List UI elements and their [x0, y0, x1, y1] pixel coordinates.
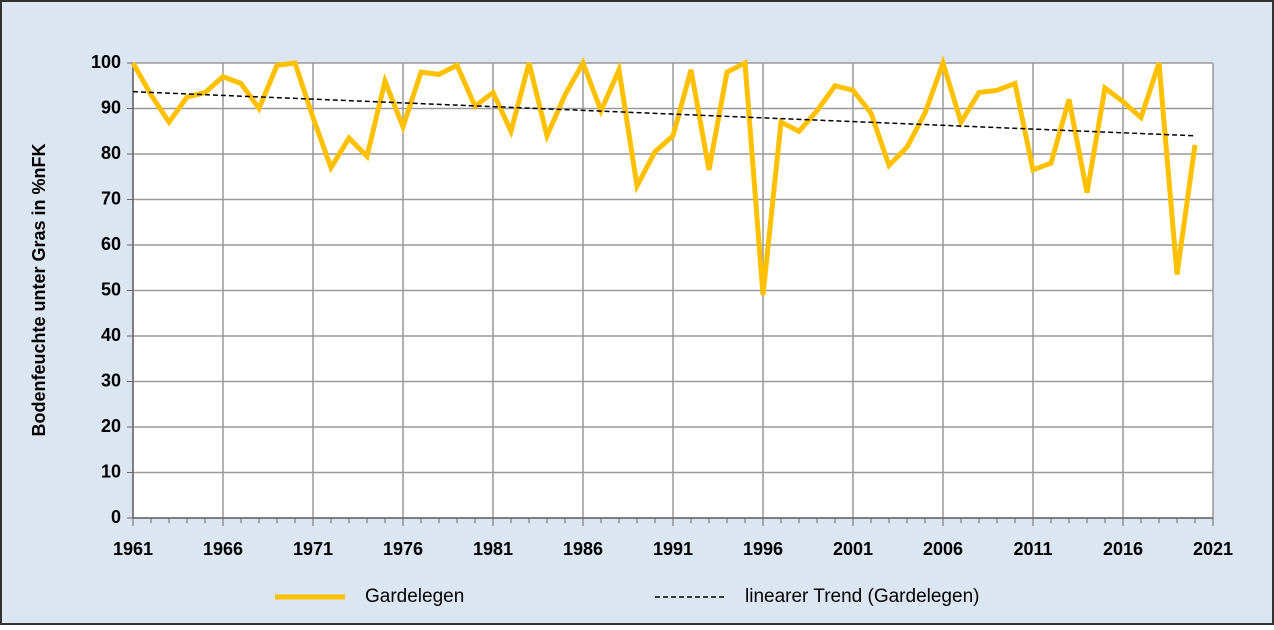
legend-label: linearer Trend (Gardelegen) — [745, 586, 979, 607]
y-tick-label: 40 — [101, 325, 121, 345]
x-tick-label: 2011 — [1013, 539, 1052, 559]
y-tick-label: 0 — [111, 507, 121, 527]
x-tick-label: 2006 — [923, 539, 963, 559]
x-tick-label: 1996 — [743, 539, 783, 559]
x-tick-label: 1976 — [383, 539, 423, 559]
y-tick-label: 100 — [91, 52, 121, 72]
x-tick-label: 1966 — [203, 539, 243, 559]
trend-line — [132, 90, 1196, 137]
y-tick-label: 60 — [101, 234, 121, 254]
x-tick-label: 2021 — [1193, 539, 1233, 559]
x-tick-label: 1971 — [293, 539, 333, 559]
y-axis-label: Bodenfeuchte unter Gras in %nFK — [29, 143, 49, 436]
x-tick-label: 1991 — [653, 539, 693, 559]
x-tick-label: 1986 — [563, 539, 603, 559]
legend-label: Gardelegen — [365, 586, 464, 607]
y-tick-label: 80 — [101, 143, 121, 163]
x-tick-label: 2001 — [833, 539, 873, 559]
y-tick-label: 50 — [101, 279, 121, 299]
y-tick-label: 90 — [101, 97, 121, 117]
y-tick-label: 30 — [101, 370, 121, 390]
y-tick-label: 70 — [101, 188, 121, 208]
x-tick-label: 1961 — [113, 539, 153, 559]
x-tick-label: 2016 — [1103, 539, 1143, 559]
data-line — [130, 55, 1198, 296]
y-tick-label: 20 — [101, 416, 121, 436]
x-tick-label: 1981 — [473, 539, 513, 559]
y-tick-label: 10 — [101, 461, 121, 481]
